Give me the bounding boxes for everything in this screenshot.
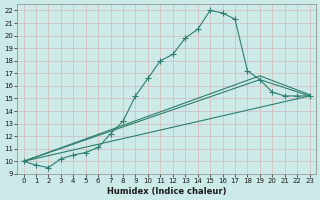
X-axis label: Humidex (Indice chaleur): Humidex (Indice chaleur)	[107, 187, 226, 196]
